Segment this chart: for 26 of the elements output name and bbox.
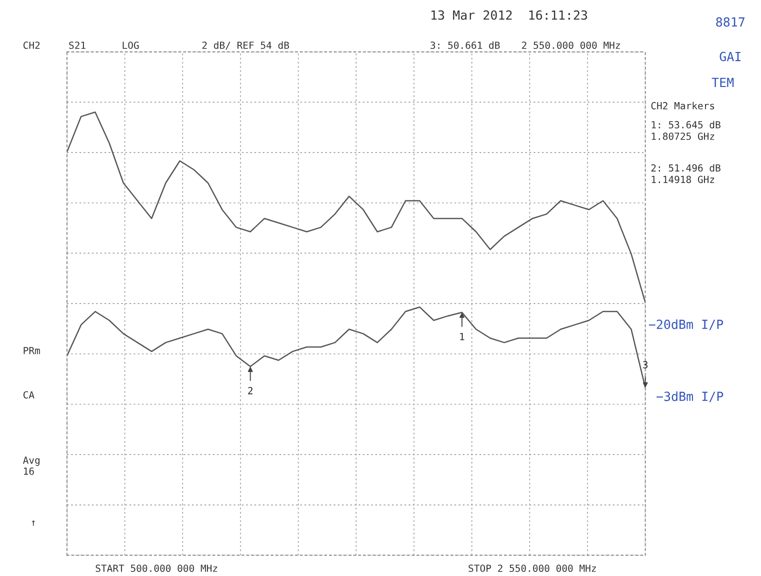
annotation: 1: [460, 333, 464, 340]
text: 2 dB/ REF 54 dB: [202, 41, 290, 50]
text: 8817: [716, 17, 745, 27]
text: STOP 2 550.000 000 MHz: [468, 564, 596, 572]
text: −3dBm I/P: [656, 391, 724, 402]
text: TEM: [712, 78, 734, 87]
text: CH2: [23, 42, 40, 49]
text: CA: [23, 391, 34, 399]
text: PRm: [24, 346, 40, 354]
text: ↑: [32, 520, 35, 526]
text: 1.80725 GHz: [652, 132, 714, 140]
text: 13 Mar 2012 16:11:23: [431, 10, 588, 20]
text: 2: 51.496 dB: [651, 164, 720, 172]
text: CH2 Markers: [651, 102, 714, 110]
text: START 500.000 000 MHz: [96, 564, 218, 572]
text: −20dBm I/P: [648, 319, 724, 330]
text: Avg 16: [23, 456, 40, 475]
annotation: 3: [643, 361, 648, 368]
text: 3: 50.661 dB: [430, 41, 500, 49]
annotation: 2: [248, 386, 252, 394]
text: 1: 53.645 dB: [652, 120, 720, 128]
text: 2 550.000 000 MHz: [522, 42, 620, 49]
text: GAI: [720, 52, 740, 62]
text: LOG: [122, 42, 139, 49]
text: 1.14918 GHz: [652, 176, 714, 184]
text: S21: [69, 42, 86, 49]
